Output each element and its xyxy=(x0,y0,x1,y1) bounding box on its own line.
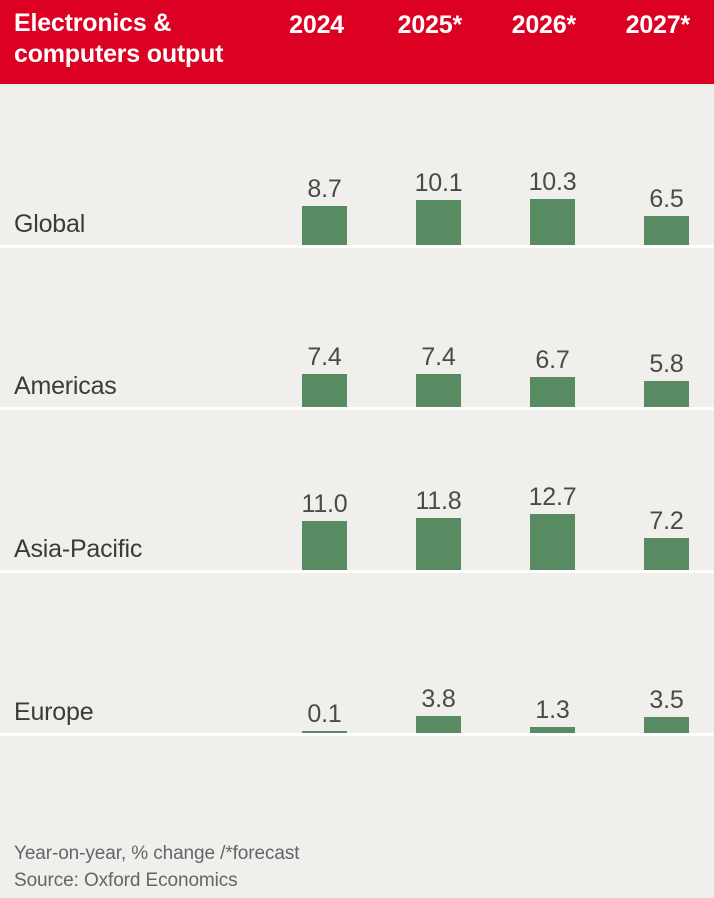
bar-cell: 3.8 xyxy=(416,685,461,733)
row-baseline xyxy=(0,407,714,410)
bar-cell: 12.7 xyxy=(529,483,577,570)
chart-footer: Year-on-year, % change /*forecast Source… xyxy=(14,840,300,894)
bar-value-label: 10.3 xyxy=(528,168,577,197)
bar xyxy=(416,517,461,570)
bar-value-label: 7.4 xyxy=(421,343,456,372)
bar-value-label: 10.1 xyxy=(414,169,463,198)
row-asia-pacific: Asia-Pacific 11.0 11.8 12.7 7.2 xyxy=(0,450,714,573)
bar xyxy=(644,381,689,407)
chart-title: Electronics & computers output xyxy=(14,9,224,68)
bar xyxy=(644,717,689,733)
bar-value-label: 6.7 xyxy=(535,346,570,375)
bar-value-label: 5.8 xyxy=(649,350,684,379)
bar-value-label: 0.1 xyxy=(307,700,342,728)
bar xyxy=(416,716,461,733)
bar-cell: 7.4 xyxy=(416,343,461,407)
bar-cell: 6.5 xyxy=(644,185,689,245)
column-header-2027: 2027* xyxy=(625,11,691,39)
bar-value-label: 7.4 xyxy=(307,343,342,372)
bar xyxy=(302,521,347,570)
bar-value-label: 3.5 xyxy=(649,686,684,715)
bar-value-label: 8.7 xyxy=(307,175,342,204)
source-line: Source: Oxford Economics xyxy=(14,870,238,891)
row-americas: Americas 7.4 7.4 6.7 5.8 xyxy=(0,287,714,410)
row-label: Global xyxy=(14,210,86,238)
bar-cell: 11.8 xyxy=(415,487,462,570)
bar-cell: 7.4 xyxy=(302,343,347,407)
bar xyxy=(416,374,461,407)
bar-cell: 6.7 xyxy=(530,346,575,407)
bar xyxy=(530,377,575,407)
row-baseline xyxy=(0,245,714,248)
bar xyxy=(530,199,575,245)
row-baseline xyxy=(0,733,714,736)
bar-cell: 10.3 xyxy=(529,168,577,245)
bar-cell: 8.7 xyxy=(302,175,347,245)
bar-value-label: 7.2 xyxy=(649,507,684,535)
row-label: Americas xyxy=(14,372,117,400)
row-europe: Europe 0.1 3.8 1.3 3.5 xyxy=(0,613,714,736)
bar-value-label: 11.0 xyxy=(301,490,348,518)
column-header-2024: 2024 xyxy=(289,11,344,39)
bar xyxy=(302,206,347,245)
bar-cell: 7.2 xyxy=(644,507,689,570)
bar xyxy=(302,731,347,733)
bar-cell: 11.0 xyxy=(301,490,348,570)
column-header-2026: 2026* xyxy=(511,11,577,39)
bar-cell: 1.3 xyxy=(530,696,575,733)
bar-cell: 3.5 xyxy=(644,686,689,733)
bar-value-label: 3.8 xyxy=(421,685,456,714)
bar xyxy=(644,216,689,245)
bar-value-label: 11.8 xyxy=(415,486,462,515)
chart-header: Electronics & computers output 2024 2025… xyxy=(0,0,714,84)
bar-value-label: 1.3 xyxy=(535,696,570,725)
bar-cell: 10.1 xyxy=(415,169,463,245)
row-label: Asia-Pacific xyxy=(14,535,143,563)
row-baseline xyxy=(0,570,714,573)
bar xyxy=(644,538,689,570)
row-label: Europe xyxy=(14,698,94,726)
bar xyxy=(416,200,461,245)
bar xyxy=(302,374,347,407)
column-header-2025: 2025* xyxy=(397,11,463,39)
bar xyxy=(530,727,575,733)
bar-value-label: 12.7 xyxy=(528,482,577,511)
row-global: Global 8.7 10.1 10.3 6.5 xyxy=(0,125,714,248)
bar-cell: 0.1 xyxy=(302,700,347,733)
bar-cell: 5.8 xyxy=(644,350,689,407)
bar xyxy=(530,513,575,570)
footnote: Year-on-year, % change /*forecast xyxy=(14,843,300,864)
bar-value-label: 6.5 xyxy=(649,185,684,214)
